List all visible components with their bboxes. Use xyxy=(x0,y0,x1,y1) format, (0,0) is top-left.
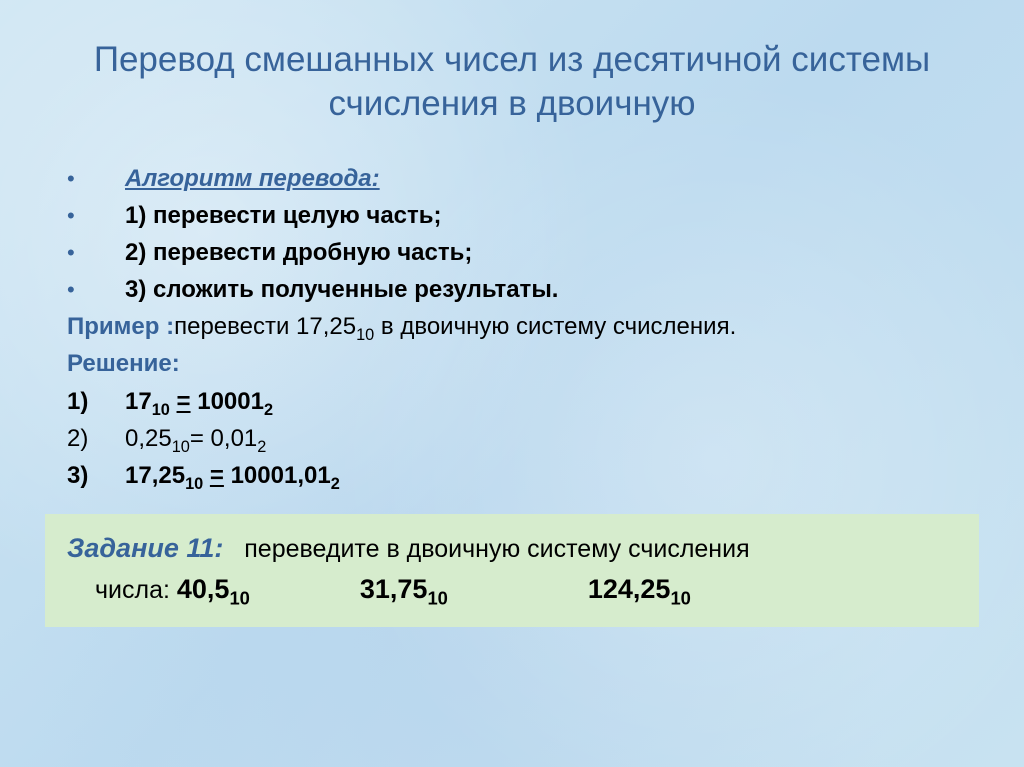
algo-step-2: • 2) перевести дробную часть; xyxy=(55,234,969,271)
slide-content: • Алгоритм перевода: • 1) перевести целу… xyxy=(55,160,969,628)
task-text-2-prefix: числа: xyxy=(95,576,177,604)
algo-step-text: 3) сложить полученные результаты. xyxy=(125,271,969,308)
task-line-2: числа: 40,51031,7510124,2510 xyxy=(67,569,957,610)
example-text-b: в двоичную систему счисления. xyxy=(374,313,736,340)
task-line-1: Задание 11: переведите в двоичную систем… xyxy=(67,528,957,569)
example-sub: 10 xyxy=(356,326,374,344)
bullet-icon: • xyxy=(55,162,125,196)
task-label: Задание 11: xyxy=(67,533,223,563)
slide: Перевод смешанных чисел из десятичной си… xyxy=(0,0,1024,767)
example-label: Пример : xyxy=(67,313,174,340)
solution-row: 2)0,2510= 0,012 xyxy=(55,420,969,457)
algo-heading: Алгоритм перевода: xyxy=(125,165,380,192)
solution-expr: 1710 = 100012 xyxy=(125,383,273,420)
slide-title: Перевод смешанных чисел из десятичной си… xyxy=(55,38,969,126)
solution-rows: 1)1710 = 1000122)0,2510= 0,0123)17,2510 … xyxy=(55,383,969,495)
algo-step-1: • 1) перевести целую часть; xyxy=(55,197,969,234)
bullet-icon: • xyxy=(55,236,125,270)
solution-expr: 17,2510 = 10001,012 xyxy=(125,457,340,494)
example-row: Пример :перевести 17,2510 в двоичную сис… xyxy=(55,308,969,345)
algo-step-text: 1) перевести целую часть; xyxy=(125,197,969,234)
bullet-icon: • xyxy=(55,273,125,307)
task-box: Задание 11: переведите в двоичную систем… xyxy=(45,514,979,627)
solution-label: Решение: xyxy=(67,350,180,377)
solution-row: 3)17,2510 = 10001,012 xyxy=(55,457,969,494)
solution-row: 1)1710 = 100012 xyxy=(55,383,969,420)
algo-step-3: • 3) сложить полученные результаты. xyxy=(55,271,969,308)
example-text-a: перевести 17,25 xyxy=(174,313,356,340)
solution-expr: 0,2510= 0,012 xyxy=(125,420,266,457)
task-text-1: переведите в двоичную систему счисления xyxy=(244,535,749,563)
algo-heading-row: • Алгоритм перевода: xyxy=(55,160,969,197)
solution-index: 1) xyxy=(67,383,125,420)
algo-step-text: 2) перевести дробную часть; xyxy=(125,234,969,271)
bullet-icon: • xyxy=(55,199,125,233)
task-numbers: 40,51031,7510124,2510 xyxy=(177,574,691,604)
solution-index: 2) xyxy=(67,420,125,457)
solution-index: 3) xyxy=(67,457,125,494)
solution-label-row: Решение: xyxy=(55,345,969,382)
